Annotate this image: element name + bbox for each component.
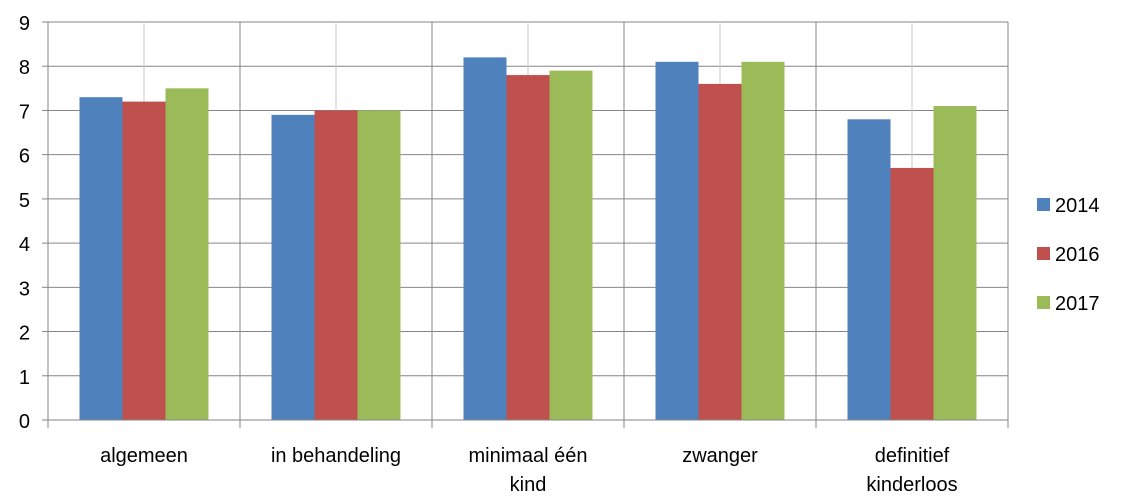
bar-2017 bbox=[549, 70, 593, 421]
legend-label-2016: 2016 bbox=[1055, 244, 1100, 266]
bar-2017 bbox=[357, 110, 401, 420]
category-label: in behandeling bbox=[271, 445, 401, 467]
bar-2016 bbox=[122, 101, 166, 420]
y-tick-label: 6 bbox=[19, 146, 30, 168]
y-tick-label: 0 bbox=[19, 411, 30, 433]
y-tick-label: 1 bbox=[19, 367, 30, 389]
bar-2016 bbox=[890, 167, 934, 420]
bar-2016 bbox=[506, 75, 550, 421]
category-label: minimaal één bbox=[469, 445, 588, 467]
y-tick-label: 3 bbox=[19, 278, 30, 300]
bar-2017 bbox=[741, 61, 785, 421]
bar-2014 bbox=[847, 119, 891, 421]
axis-layer bbox=[42, 21, 1008, 421]
category-label: algemeen bbox=[100, 445, 188, 467]
legend-label-2017: 2017 bbox=[1055, 293, 1100, 315]
bar-2014 bbox=[463, 57, 507, 420]
legend: 2014 2016 2017 bbox=[1037, 195, 1100, 315]
legend-swatch-2014 bbox=[1037, 198, 1050, 211]
y-tick-label: 8 bbox=[19, 57, 30, 79]
bar-2014 bbox=[271, 114, 315, 420]
legend-swatch-2016 bbox=[1037, 247, 1050, 260]
y-tick-label: 7 bbox=[19, 101, 30, 123]
bar-layer bbox=[79, 57, 977, 421]
y-tick-label: 4 bbox=[19, 234, 30, 256]
legend-swatch-2017 bbox=[1037, 296, 1050, 309]
bar-2016 bbox=[698, 83, 742, 421]
bar-2016 bbox=[314, 110, 358, 420]
y-tick-label: 5 bbox=[19, 190, 30, 212]
bar-2017 bbox=[165, 88, 209, 420]
legend-label-2014: 2014 bbox=[1055, 195, 1100, 217]
category-label: kinderloos bbox=[866, 474, 957, 494]
category-label: kind bbox=[510, 474, 547, 494]
category-label: zwanger bbox=[682, 445, 758, 467]
category-label: definitief bbox=[875, 445, 950, 467]
y-tick-label: 2 bbox=[19, 323, 30, 345]
y-tick-label: 9 bbox=[19, 13, 30, 35]
label-layer: 0 1 2 3 4 5 6 7 8 9 algemeen in behandeling minimaal… bbox=[19, 13, 958, 496]
bar-2017 bbox=[933, 106, 977, 421]
bar-2014 bbox=[79, 97, 123, 420]
bar-2014 bbox=[655, 61, 699, 421]
